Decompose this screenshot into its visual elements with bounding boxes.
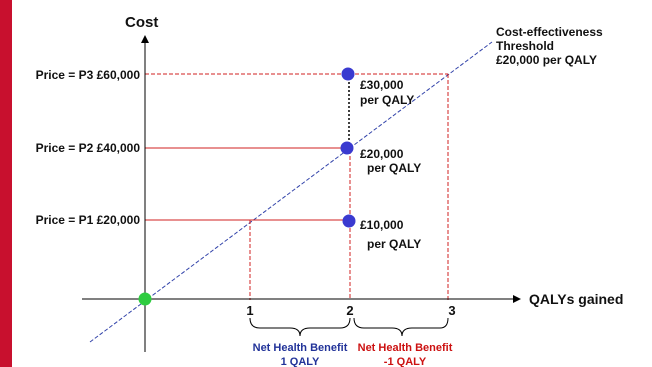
point-label-p2-unit: per QALY bbox=[367, 161, 421, 175]
benefit-brace-1 bbox=[249, 317, 351, 337]
threshold-label-line-3: £20,000 per QALY bbox=[496, 53, 597, 67]
threshold-label-line-2: Threshold bbox=[496, 39, 554, 53]
threshold-label-line-1: Cost-effectiveness bbox=[496, 25, 603, 39]
net-benefit-1-line-1: Net Health Benefit bbox=[253, 342, 348, 354]
point-p3 bbox=[341, 67, 355, 81]
price-label-p3: Price = P3 £60,000 bbox=[36, 68, 141, 82]
price-label-p1: Price = P1 £20,000 bbox=[36, 213, 141, 227]
point-p2 bbox=[340, 141, 354, 155]
net-benefit-1-line-2: 1 QALY bbox=[281, 356, 320, 367]
point-label-p3-unit: per QALY bbox=[360, 93, 414, 107]
x-tick-3: 3 bbox=[448, 303, 455, 318]
point-p1 bbox=[342, 214, 356, 228]
net-benefit-2-line-1: Net Health Benefit bbox=[358, 342, 453, 354]
point-label-p1-value: £10,000 bbox=[360, 218, 404, 232]
x-axis-label: QALYs gained bbox=[529, 291, 623, 307]
figure-frame: Cost QALYs gained 1 2 3 Price = P1 £20,0… bbox=[12, 0, 652, 367]
price-label-p2: Price = P2 £40,000 bbox=[36, 141, 141, 155]
point-label-p3-value: £30,000 bbox=[360, 78, 404, 92]
cost-effectiveness-diagram: Cost QALYs gained 1 2 3 Price = P1 £20,0… bbox=[36, 14, 624, 367]
x-tick-2: 2 bbox=[346, 303, 353, 318]
benefit-brace-2 bbox=[353, 317, 449, 337]
origin-point bbox=[138, 292, 152, 306]
x-tick-1: 1 bbox=[246, 303, 253, 318]
point-label-p2-value: £20,000 bbox=[360, 147, 404, 161]
y-axis-label: Cost bbox=[125, 14, 158, 31]
point-label-p1-unit: per QALY bbox=[367, 237, 421, 251]
net-benefit-2-line-2: -1 QALY bbox=[384, 356, 427, 367]
